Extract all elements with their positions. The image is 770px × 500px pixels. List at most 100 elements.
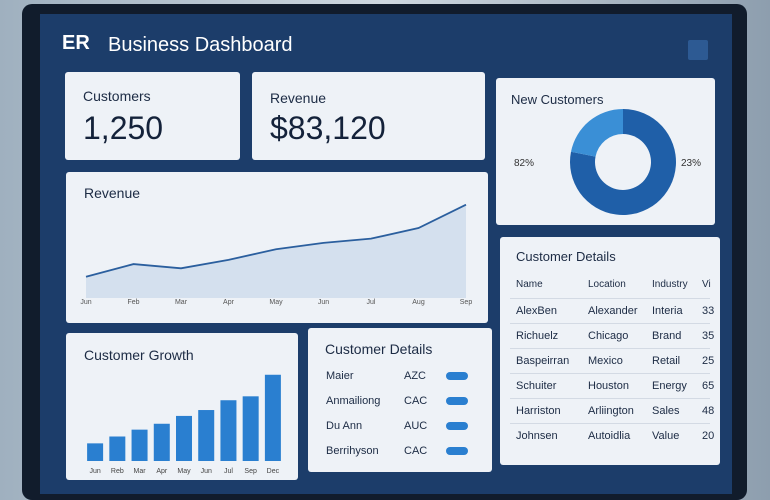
- cell: Houston: [588, 380, 629, 392]
- x-tick-label: Jun: [201, 468, 212, 475]
- logo: ER: [62, 32, 90, 54]
- row-divider: [510, 373, 710, 374]
- cell: 65: [702, 380, 715, 392]
- cell: Schuiter: [516, 380, 557, 392]
- line: [85, 203, 467, 278]
- bar: [264, 374, 281, 461]
- bar: [198, 410, 215, 461]
- kpi-label: Customers: [83, 88, 151, 104]
- cell: Energy: [652, 380, 687, 392]
- x-tick-label: Jun: [318, 299, 329, 306]
- column-header: Name: [516, 279, 543, 290]
- card-title: New Customers: [511, 92, 604, 107]
- kpi-value: 1,250: [83, 110, 164, 146]
- cell: Retail: [652, 355, 681, 367]
- bar: [87, 443, 104, 461]
- x-tick-label: Mar: [134, 468, 147, 475]
- row-divider: [510, 398, 710, 399]
- bar: [109, 436, 126, 461]
- bar-chart: Jun Reb Mar Apr May Jun Jul Sep Dec: [87, 374, 281, 475]
- kpi-value: $83,120: [270, 110, 386, 146]
- cell: AlexBen: [516, 305, 557, 317]
- x-tick-label: Jul: [224, 468, 233, 475]
- bar: [176, 415, 192, 461]
- list-pill: [446, 397, 468, 405]
- card-title: Customer Details: [325, 341, 433, 357]
- row-divider: [510, 423, 710, 424]
- x-tick-label: Apr: [156, 468, 168, 475]
- bar: [153, 423, 170, 461]
- cell: Alexander: [588, 305, 638, 317]
- column-header: Industry: [652, 279, 688, 290]
- kpi-card: Revenue $83,120: [252, 72, 485, 160]
- x-tick-label: Jun: [89, 468, 100, 475]
- list-card: Customer Details Maier AZC Anmailiong CAC Du…: [308, 328, 492, 472]
- cell: Richuelz: [516, 330, 559, 342]
- donut-card: New Customers 82% 23%: [496, 78, 715, 225]
- list-name: Anmailiong: [326, 395, 381, 407]
- donut-chart: 82% 23%: [514, 109, 701, 215]
- cell: Chicago: [588, 330, 629, 342]
- cell: 20: [702, 430, 715, 442]
- cell: Baspeirran: [516, 355, 570, 367]
- cell: Autoidlia: [588, 430, 631, 442]
- kpi-card: Customers 1,250: [65, 72, 240, 160]
- cell: Johnsen: [516, 430, 558, 442]
- table-card: Customer Details Name Location Industry Vi A…: [500, 237, 720, 465]
- x-tick-label: Aug: [412, 299, 425, 306]
- x-tick-label: Mar: [175, 299, 188, 306]
- list-name: Maier: [326, 370, 354, 382]
- cell: Arliington: [588, 405, 634, 417]
- list-pill: [446, 422, 468, 430]
- bar: [242, 396, 259, 461]
- cell: 35: [702, 330, 715, 342]
- x-tick-label: May: [269, 299, 283, 306]
- cell: Sales: [652, 405, 680, 417]
- x-tick-label: Dec: [267, 468, 280, 475]
- row-divider: [510, 323, 710, 324]
- list-pill: [446, 372, 468, 380]
- card-title: Revenue: [84, 185, 141, 201]
- list-code: CAC: [404, 445, 428, 457]
- line-card: Revenue Jun Feb Mar Apr May Jun Jul Aug Sep: [66, 172, 488, 323]
- line-area: [86, 204, 466, 298]
- donut-segment: [570, 109, 676, 215]
- x-tick-label: May: [177, 468, 191, 475]
- list-name: Berrihyson: [326, 445, 379, 457]
- cell: Mexico: [588, 355, 623, 367]
- kpi-label: Revenue: [270, 90, 327, 106]
- x-tick-label: Jul: [367, 299, 376, 306]
- home-button[interactable]: [688, 40, 708, 60]
- list-code: CAC: [404, 395, 428, 407]
- list-name: Du Ann: [326, 420, 363, 432]
- cell: Brand: [652, 330, 682, 342]
- x-tick-label: Jun: [80, 299, 91, 306]
- cell: 33: [702, 305, 715, 317]
- cell: Value: [652, 430, 680, 442]
- column-header: Location: [588, 279, 626, 290]
- row-divider: [510, 298, 710, 299]
- column-header: Vi: [702, 279, 711, 290]
- x-tick-label: Sep: [244, 468, 257, 475]
- bar-card: Customer Growth Jun Reb Mar Apr May Jun Jul Sep…: [66, 333, 298, 480]
- donut-segment: [570, 109, 623, 157]
- line-chart: Jun Feb Mar Apr May Jun Jul Aug Sep: [80, 203, 473, 306]
- x-tick-label: Feb: [127, 299, 139, 306]
- card-title: Customer Growth: [84, 347, 194, 363]
- x-tick-label: Apr: [223, 299, 235, 306]
- card-title: Customer Details: [516, 249, 616, 264]
- list-code: AUC: [404, 420, 428, 432]
- bar: [131, 429, 148, 461]
- donut-label: 82%: [514, 158, 534, 169]
- donut-label: 23%: [681, 158, 701, 169]
- row-divider: [510, 348, 710, 349]
- cell: Harriston: [516, 405, 561, 417]
- x-tick-label: Reb: [111, 468, 124, 475]
- cell: 48: [702, 405, 715, 417]
- bar: [220, 400, 237, 461]
- cell: Interia: [652, 305, 683, 317]
- cell: 25: [702, 355, 715, 367]
- list-pill: [446, 447, 468, 455]
- x-tick-label: Sep: [460, 299, 473, 306]
